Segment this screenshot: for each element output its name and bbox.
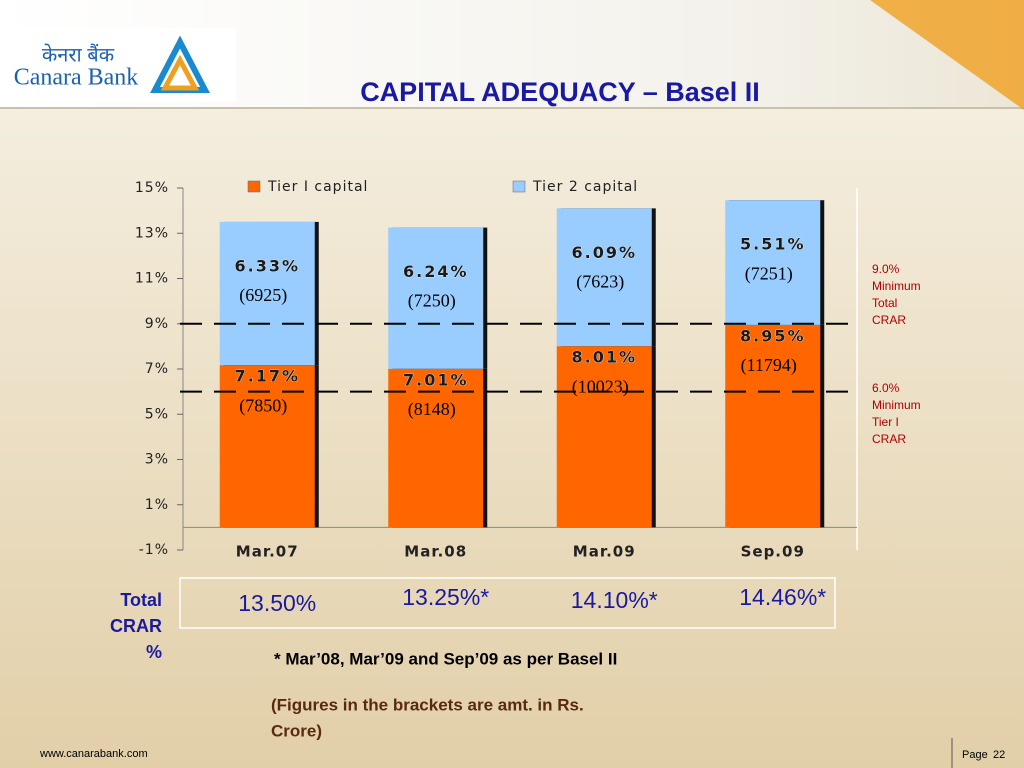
- logo-icon: [150, 35, 210, 93]
- reference-label: CRAR: [872, 313, 906, 327]
- y-tick-label: 1%: [145, 497, 169, 513]
- amount-label: (11794): [741, 355, 797, 376]
- corner-deco: [870, 0, 1024, 110]
- y-tick-label: 9%: [145, 316, 169, 332]
- bar-segment: [388, 368, 484, 528]
- bar-segment: [556, 346, 652, 528]
- totals-label: CRAR: [110, 616, 162, 636]
- note: Crore): [271, 721, 322, 740]
- page-label: Page: [962, 749, 988, 761]
- reference-label: CRAR: [872, 432, 906, 446]
- note: * Mar’08, Mar’09 and Sep’09 as per Basel…: [274, 649, 617, 668]
- reference-label: Minimum: [872, 398, 921, 412]
- reference-label: 9.0%: [872, 262, 900, 276]
- value-label: 6.09%: [571, 243, 637, 262]
- amount-label: (8148): [408, 399, 456, 420]
- legend-swatch: [247, 180, 261, 193]
- bar-segment: [725, 200, 821, 325]
- value-label: 7.17%: [234, 367, 300, 386]
- value-label: 5.51%: [740, 235, 806, 254]
- total-value: 14.10%*: [571, 587, 658, 613]
- value-label: 6.33%: [234, 256, 300, 275]
- y-tick-label: 13%: [135, 225, 169, 241]
- y-tick-label: -1%: [139, 542, 169, 558]
- amount-label: (7623): [576, 271, 624, 292]
- totals-label: %: [146, 642, 162, 662]
- x-tick-label: Mar.07: [236, 543, 299, 561]
- reference-label: Tier I: [872, 415, 899, 429]
- logo-english: Canara Bank: [14, 65, 139, 91]
- y-tick-label: 15%: [135, 180, 169, 196]
- value-label: 8.95%: [740, 326, 806, 345]
- bar-segment: [219, 365, 315, 528]
- legend-label: Tier I capital: [267, 179, 368, 195]
- amount-label: (7251): [745, 263, 793, 284]
- value-label: 6.24%: [403, 262, 469, 281]
- reference-label: Total: [872, 296, 897, 310]
- totals-box: [179, 577, 836, 629]
- y-tick-label: 11%: [135, 271, 169, 287]
- slide-title: CAPITAL ADEQUACY – Basel II: [360, 77, 760, 107]
- amount-label: (6925): [239, 285, 287, 306]
- y-tick-label: 3%: [145, 452, 169, 468]
- value-label: 8.01%: [571, 348, 637, 367]
- y-tick-label: 7%: [145, 361, 169, 377]
- page-number: 22: [993, 749, 1005, 761]
- total-value: 14.46%*: [739, 584, 826, 610]
- note: (Figures in the brackets are amt. in Rs.: [271, 695, 584, 714]
- value-label: 7.01%: [403, 370, 469, 389]
- legend-label: Tier 2 capital: [532, 179, 638, 195]
- x-tick-label: Mar.08: [404, 543, 467, 561]
- amount-label: (10023): [572, 376, 629, 397]
- reference-label: Minimum: [872, 279, 921, 293]
- logo-hindi: केनरा बैंक: [42, 43, 115, 66]
- totals-label: Total: [120, 590, 162, 610]
- bar-segment: [388, 227, 484, 369]
- total-value: 13.25%*: [402, 584, 489, 610]
- reference-label: 6.0%: [872, 381, 900, 395]
- amount-label: (7250): [408, 291, 456, 312]
- bar-segment: [219, 221, 315, 366]
- total-value: 13.50%: [238, 590, 316, 616]
- y-tick-label: 5%: [145, 406, 169, 422]
- footer-url: www.canarabank.com: [39, 748, 148, 760]
- x-tick-label: Mar.09: [573, 543, 636, 561]
- amount-label: (7850): [239, 395, 287, 416]
- legend-swatch: [512, 180, 526, 193]
- x-tick-label: Sep.09: [741, 543, 805, 561]
- bar-segment: [725, 324, 821, 528]
